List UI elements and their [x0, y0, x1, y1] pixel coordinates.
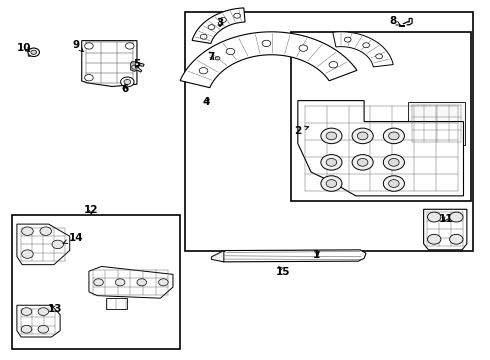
Circle shape: [85, 43, 93, 49]
Circle shape: [357, 132, 368, 140]
Polygon shape: [211, 251, 224, 262]
Text: 6: 6: [122, 84, 128, 94]
Circle shape: [363, 43, 369, 48]
Circle shape: [115, 279, 125, 286]
Text: 3: 3: [217, 18, 223, 28]
Polygon shape: [333, 32, 393, 67]
Circle shape: [389, 180, 399, 188]
Circle shape: [85, 75, 93, 81]
Circle shape: [234, 13, 241, 18]
Circle shape: [22, 227, 33, 235]
Circle shape: [38, 325, 49, 333]
Circle shape: [94, 279, 103, 286]
Circle shape: [427, 212, 441, 222]
Polygon shape: [17, 305, 60, 337]
Circle shape: [427, 234, 441, 244]
Circle shape: [383, 176, 404, 191]
Text: 10: 10: [17, 43, 31, 53]
Circle shape: [352, 154, 373, 170]
Circle shape: [199, 68, 208, 74]
Circle shape: [326, 180, 337, 188]
Circle shape: [124, 80, 131, 84]
Text: 5: 5: [133, 59, 141, 68]
Circle shape: [159, 279, 168, 286]
Polygon shape: [424, 209, 467, 250]
Circle shape: [121, 77, 134, 87]
Circle shape: [132, 65, 137, 69]
Polygon shape: [399, 25, 404, 26]
Polygon shape: [212, 54, 222, 62]
Circle shape: [21, 308, 32, 315]
Circle shape: [21, 325, 32, 333]
Bar: [291, 32, 471, 201]
Text: 7: 7: [208, 51, 215, 62]
Circle shape: [137, 279, 147, 286]
Text: 14: 14: [63, 233, 83, 243]
Bar: [408, 102, 465, 145]
Polygon shape: [106, 298, 127, 310]
Polygon shape: [17, 224, 70, 265]
Circle shape: [389, 132, 399, 140]
Bar: [12, 215, 180, 349]
Circle shape: [383, 128, 404, 144]
Polygon shape: [298, 100, 464, 196]
Circle shape: [38, 308, 49, 315]
Circle shape: [31, 50, 37, 54]
Circle shape: [449, 212, 463, 222]
Circle shape: [326, 158, 337, 166]
Text: 9: 9: [73, 40, 83, 51]
Polygon shape: [219, 250, 366, 262]
Polygon shape: [82, 41, 137, 86]
Polygon shape: [89, 266, 173, 298]
Circle shape: [220, 17, 226, 22]
Circle shape: [215, 57, 220, 60]
Circle shape: [200, 34, 207, 39]
Polygon shape: [28, 53, 33, 57]
Circle shape: [40, 227, 51, 235]
Circle shape: [226, 48, 235, 55]
Circle shape: [352, 128, 373, 144]
Circle shape: [321, 154, 342, 170]
Polygon shape: [131, 62, 144, 72]
Circle shape: [52, 240, 64, 249]
Circle shape: [329, 62, 338, 68]
Text: 11: 11: [439, 214, 453, 224]
Circle shape: [376, 54, 383, 59]
Circle shape: [357, 158, 368, 166]
Circle shape: [22, 250, 33, 258]
Circle shape: [321, 176, 342, 191]
Text: 1: 1: [313, 250, 319, 260]
Circle shape: [321, 128, 342, 144]
Circle shape: [299, 45, 308, 51]
Bar: [185, 12, 473, 251]
Circle shape: [326, 132, 337, 140]
Text: 13: 13: [48, 304, 63, 314]
Text: 15: 15: [276, 267, 291, 277]
Circle shape: [208, 25, 215, 30]
Polygon shape: [192, 8, 245, 44]
Circle shape: [389, 158, 399, 166]
Circle shape: [262, 40, 270, 46]
Text: 4: 4: [203, 98, 210, 107]
Text: 2: 2: [294, 126, 309, 136]
Circle shape: [383, 154, 404, 170]
Circle shape: [449, 234, 463, 244]
Circle shape: [344, 37, 351, 42]
Circle shape: [125, 43, 134, 49]
Polygon shape: [180, 32, 357, 88]
Circle shape: [28, 48, 40, 57]
Text: 8: 8: [389, 16, 400, 26]
Text: 12: 12: [84, 205, 98, 215]
